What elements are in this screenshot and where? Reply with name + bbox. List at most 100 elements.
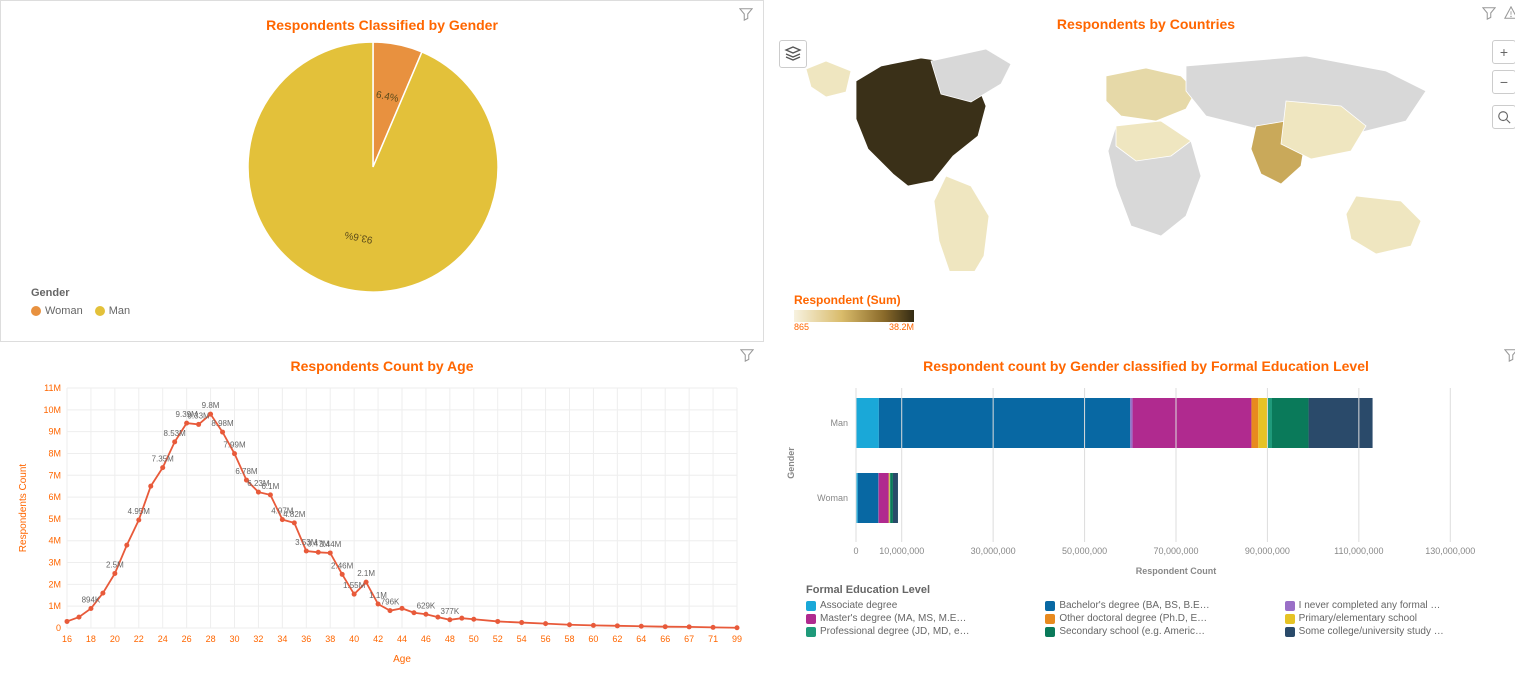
svg-text:30,000,000: 30,000,000: [971, 546, 1016, 556]
svg-text:32: 32: [253, 634, 263, 644]
svg-text:Man: Man: [830, 418, 848, 428]
map-title: Respondents by Countries: [776, 16, 1515, 32]
legend-item[interactable]: Master's degree (MA, MS, M.E…: [806, 613, 1037, 624]
filter-icon[interactable]: [739, 7, 753, 21]
svg-text:Age: Age: [393, 654, 411, 665]
svg-text:9.8M: 9.8M: [202, 401, 220, 410]
svg-text:42: 42: [373, 634, 383, 644]
panel-map: Respondents by Countries + − Respondent …: [764, 0, 1515, 342]
svg-text:3.44M: 3.44M: [319, 540, 342, 549]
stacked-bar-chart: Man Woman Gender 0 10,000,000 30,000,000 50,00…: [776, 378, 1515, 578]
svg-text:58: 58: [564, 634, 574, 644]
svg-text:4.95M: 4.95M: [128, 507, 151, 516]
svg-text:2.1M: 2.1M: [357, 569, 375, 578]
svg-text:10M: 10M: [43, 405, 61, 415]
search-icon[interactable]: [1492, 105, 1515, 129]
svg-text:60: 60: [588, 634, 598, 644]
svg-text:16: 16: [62, 634, 72, 644]
svg-text:7M: 7M: [48, 470, 61, 480]
svg-text:6.1M: 6.1M: [261, 482, 279, 491]
svg-text:1M: 1M: [48, 601, 61, 611]
svg-text:11M: 11M: [44, 383, 61, 393]
svg-text:377K: 377K: [441, 607, 460, 616]
svg-text:2.46M: 2.46M: [331, 561, 354, 570]
svg-text:6.78M: 6.78M: [235, 467, 258, 476]
filter-icon[interactable]: [740, 348, 754, 362]
svg-text:3M: 3M: [48, 558, 61, 568]
svg-text:66: 66: [660, 634, 670, 644]
panel-gender-pie: Respondents Classified by Gender 6.4%93.…: [0, 0, 764, 342]
map-scale: Respondent (Sum) 865 38.2M: [794, 293, 914, 332]
svg-text:54: 54: [517, 634, 527, 644]
layers-icon[interactable]: [779, 40, 807, 68]
svg-text:67: 67: [684, 634, 694, 644]
world-map[interactable]: [776, 36, 1496, 271]
map-scale-title: Respondent (Sum): [794, 293, 914, 307]
zoom-out-button[interactable]: −: [1492, 70, 1515, 94]
pie-title: Respondents Classified by Gender: [13, 17, 751, 33]
svg-text:10,000,000: 10,000,000: [879, 546, 924, 556]
svg-text:1.55M: 1.55M: [343, 581, 366, 590]
svg-text:70,000,000: 70,000,000: [1153, 546, 1198, 556]
svg-text:0: 0: [56, 623, 61, 633]
svg-text:20: 20: [110, 634, 120, 644]
svg-text:7.99M: 7.99M: [223, 441, 246, 450]
svg-text:9.33M: 9.33M: [187, 411, 210, 420]
legend-item[interactable]: Associate degree: [806, 600, 1037, 611]
panel-age-line: Respondents Count by Age 01M2M3M4M5M6M7M…: [0, 342, 764, 684]
svg-text:50: 50: [469, 634, 479, 644]
svg-text:22: 22: [134, 634, 144, 644]
legend-item[interactable]: Professional degree (JD, MD, e…: [806, 626, 1037, 637]
svg-text:7.35M: 7.35M: [152, 455, 175, 464]
svg-text:50,000,000: 50,000,000: [1062, 546, 1107, 556]
svg-text:26: 26: [182, 634, 192, 644]
warning-icon: [1504, 6, 1515, 20]
legend-item[interactable]: Primary/elementary school: [1285, 613, 1515, 624]
bar-legend-title: Formal Education Level: [806, 584, 1515, 596]
filter-icon[interactable]: [1482, 6, 1496, 20]
svg-text:796K: 796K: [381, 598, 400, 607]
svg-text:2.5M: 2.5M: [106, 560, 124, 569]
legend-item[interactable]: Bachelor's degree (BA, BS, B.E…: [1045, 600, 1276, 611]
svg-text:Gender: Gender: [786, 447, 796, 479]
svg-text:8.53M: 8.53M: [164, 429, 187, 438]
svg-text:71: 71: [708, 634, 718, 644]
svg-text:48: 48: [445, 634, 455, 644]
filter-icon[interactable]: [1504, 348, 1515, 362]
svg-text:46: 46: [421, 634, 431, 644]
map-scale-max: 38.2M: [889, 322, 914, 332]
svg-text:24: 24: [158, 634, 168, 644]
svg-text:52: 52: [493, 634, 503, 644]
legend-item[interactable]: Man: [95, 305, 130, 317]
svg-text:894K: 894K: [82, 595, 101, 604]
svg-text:28: 28: [206, 634, 216, 644]
svg-text:18: 18: [86, 634, 96, 644]
svg-text:34: 34: [277, 634, 287, 644]
legend-item[interactable]: Other doctoral degree (Ph.D, E…: [1045, 613, 1276, 624]
line-title: Respondents Count by Age: [12, 358, 752, 374]
svg-text:0: 0: [853, 546, 858, 556]
svg-text:130,000,000: 130,000,000: [1425, 546, 1475, 556]
svg-text:44: 44: [397, 634, 407, 644]
line-chart: 01M2M3M4M5M6M7M8M9M10M11M161820222426283…: [12, 378, 752, 668]
pie-chart: 6.4%93.6%: [13, 37, 733, 297]
pie-legend: Gender WomanMan: [31, 287, 142, 321]
zoom-in-button[interactable]: +: [1492, 40, 1515, 64]
legend-item[interactable]: Some college/university study …: [1285, 626, 1515, 637]
legend-item[interactable]: I never completed any formal …: [1285, 600, 1515, 611]
svg-text:4M: 4M: [48, 536, 61, 546]
bar-legend: Formal Education Level Associate degree B…: [806, 584, 1515, 637]
svg-text:Woman: Woman: [817, 493, 848, 503]
svg-text:8M: 8M: [48, 448, 61, 458]
svg-text:6M: 6M: [48, 492, 61, 502]
map-scale-min: 865: [794, 322, 809, 332]
panel-education-bar: Respondent count by Gender classified by…: [764, 342, 1515, 684]
svg-text:90,000,000: 90,000,000: [1245, 546, 1290, 556]
legend-item[interactable]: Secondary school (e.g. Americ…: [1045, 626, 1276, 637]
svg-text:Respondent Count: Respondent Count: [1136, 566, 1217, 576]
svg-text:9M: 9M: [48, 427, 61, 437]
svg-text:8.98M: 8.98M: [211, 419, 234, 428]
legend-item[interactable]: Woman: [31, 305, 83, 317]
bar-title: Respondent count by Gender classified by…: [776, 358, 1515, 374]
dashboard: Respondents Classified by Gender 6.4%93.…: [0, 0, 1515, 684]
